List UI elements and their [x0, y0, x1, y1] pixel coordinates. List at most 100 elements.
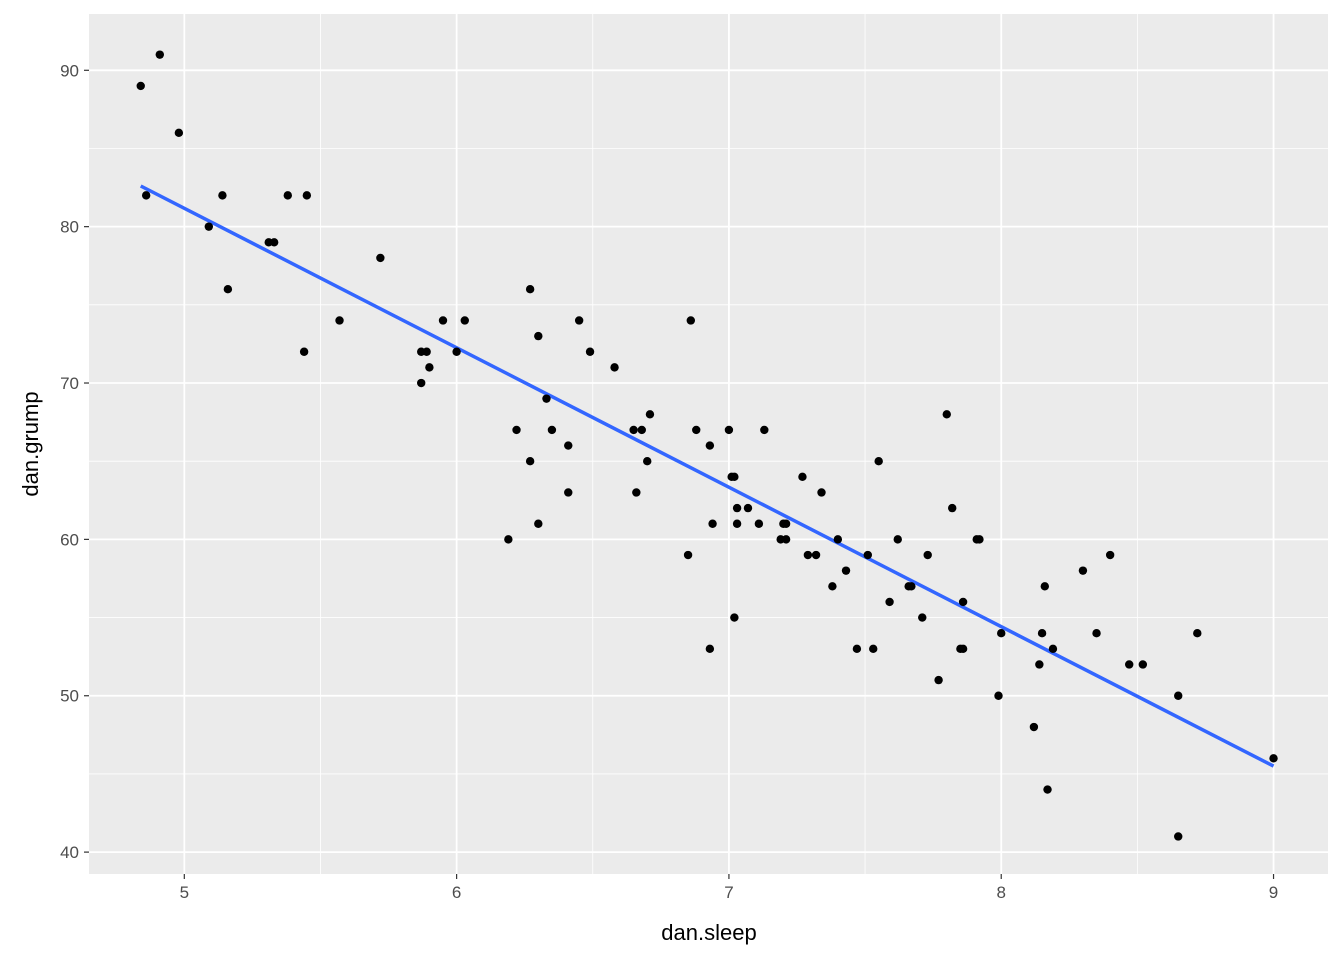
data-point [438, 316, 448, 325]
data-point [425, 363, 434, 372]
data-point [204, 222, 214, 231]
data-point [564, 441, 573, 450]
data-point [852, 644, 862, 654]
data-point [732, 503, 742, 513]
data-point [637, 425, 646, 435]
data-point [705, 644, 715, 654]
data-point [269, 238, 279, 247]
data-point [574, 316, 584, 325]
data-point [643, 457, 652, 466]
data-point [893, 535, 902, 544]
data-point [730, 472, 739, 482]
data-point [218, 191, 227, 200]
x-axis-title: dan.sleep [661, 920, 756, 945]
data-point [683, 550, 693, 560]
data-point [1035, 660, 1044, 669]
data-point [564, 488, 573, 497]
data-point [754, 519, 764, 528]
data-point [1174, 691, 1183, 700]
data-point [781, 535, 791, 544]
data-point [542, 394, 551, 403]
y-tick-label: 70 [60, 374, 79, 393]
data-point [534, 331, 543, 341]
data-point [283, 191, 292, 200]
data-point [534, 519, 543, 528]
data-point [958, 644, 968, 654]
data-point [504, 535, 513, 544]
data-point [632, 488, 641, 497]
data-point [958, 597, 968, 607]
minor-gridlines [89, 14, 1328, 874]
data-point [547, 425, 557, 435]
data-point [422, 347, 431, 356]
data-point [828, 582, 837, 591]
data-point [629, 425, 638, 435]
data-point [1193, 629, 1202, 638]
data-point [1138, 660, 1148, 669]
data-point [833, 535, 843, 544]
y-tick-label: 80 [60, 218, 79, 237]
data-point [724, 425, 734, 435]
x-axis-ticks: 5 6 7 8 9 [180, 874, 1278, 902]
data-point [997, 629, 1006, 638]
data-point [141, 191, 151, 200]
regression-line [139, 184, 1275, 768]
data-point [686, 316, 695, 325]
data-point [1269, 754, 1278, 763]
data-point [299, 347, 309, 356]
data-point [512, 425, 521, 435]
data-point [1078, 566, 1088, 575]
data-point [869, 644, 878, 654]
data-point [781, 519, 791, 528]
x-tick-label: 6 [452, 883, 461, 902]
data-point [975, 535, 984, 544]
data-point [335, 316, 344, 325]
data-point [705, 441, 715, 450]
data-point [841, 566, 851, 575]
regression-line-group [139, 184, 1275, 768]
data-point [918, 613, 927, 622]
data-point [1040, 582, 1050, 591]
data-point [1092, 629, 1101, 638]
data-point [907, 582, 916, 591]
data-point [460, 316, 469, 325]
data-point [803, 550, 813, 560]
x-tick-label: 9 [1269, 883, 1278, 902]
data-point [942, 410, 951, 419]
x-tick-label: 5 [180, 883, 189, 902]
data-point [1043, 785, 1052, 794]
data-point [1037, 629, 1047, 638]
y-tick-label: 40 [60, 843, 79, 862]
x-tick-label: 8 [996, 883, 1005, 902]
data-point [885, 597, 894, 607]
data-point [708, 519, 717, 528]
data-point [155, 50, 164, 59]
y-axis-title: dan.grump [18, 391, 43, 496]
data-point [223, 285, 233, 294]
data-point [1125, 660, 1134, 669]
data-point [863, 550, 872, 560]
y-tick-label: 90 [60, 61, 79, 80]
data-point [874, 457, 883, 466]
y-tick-label: 50 [60, 687, 79, 706]
data-point [817, 488, 826, 497]
data-point [525, 457, 535, 466]
y-axis-ticks: 40 50 60 70 80 90 [60, 61, 89, 862]
data-point [760, 425, 769, 435]
data-point [923, 550, 932, 560]
data-point [136, 81, 145, 91]
data-point [811, 550, 821, 560]
data-point [417, 378, 426, 388]
data-point [1029, 722, 1039, 732]
data-point [798, 472, 807, 482]
major-gridlines [89, 14, 1328, 874]
data-point [1048, 644, 1058, 654]
data-point [376, 253, 385, 263]
data-point [732, 519, 742, 528]
data-point [1105, 550, 1115, 560]
data-point [645, 410, 655, 419]
x-tick-label: 7 [724, 883, 733, 902]
data-point [302, 191, 312, 200]
data-point [934, 675, 943, 685]
